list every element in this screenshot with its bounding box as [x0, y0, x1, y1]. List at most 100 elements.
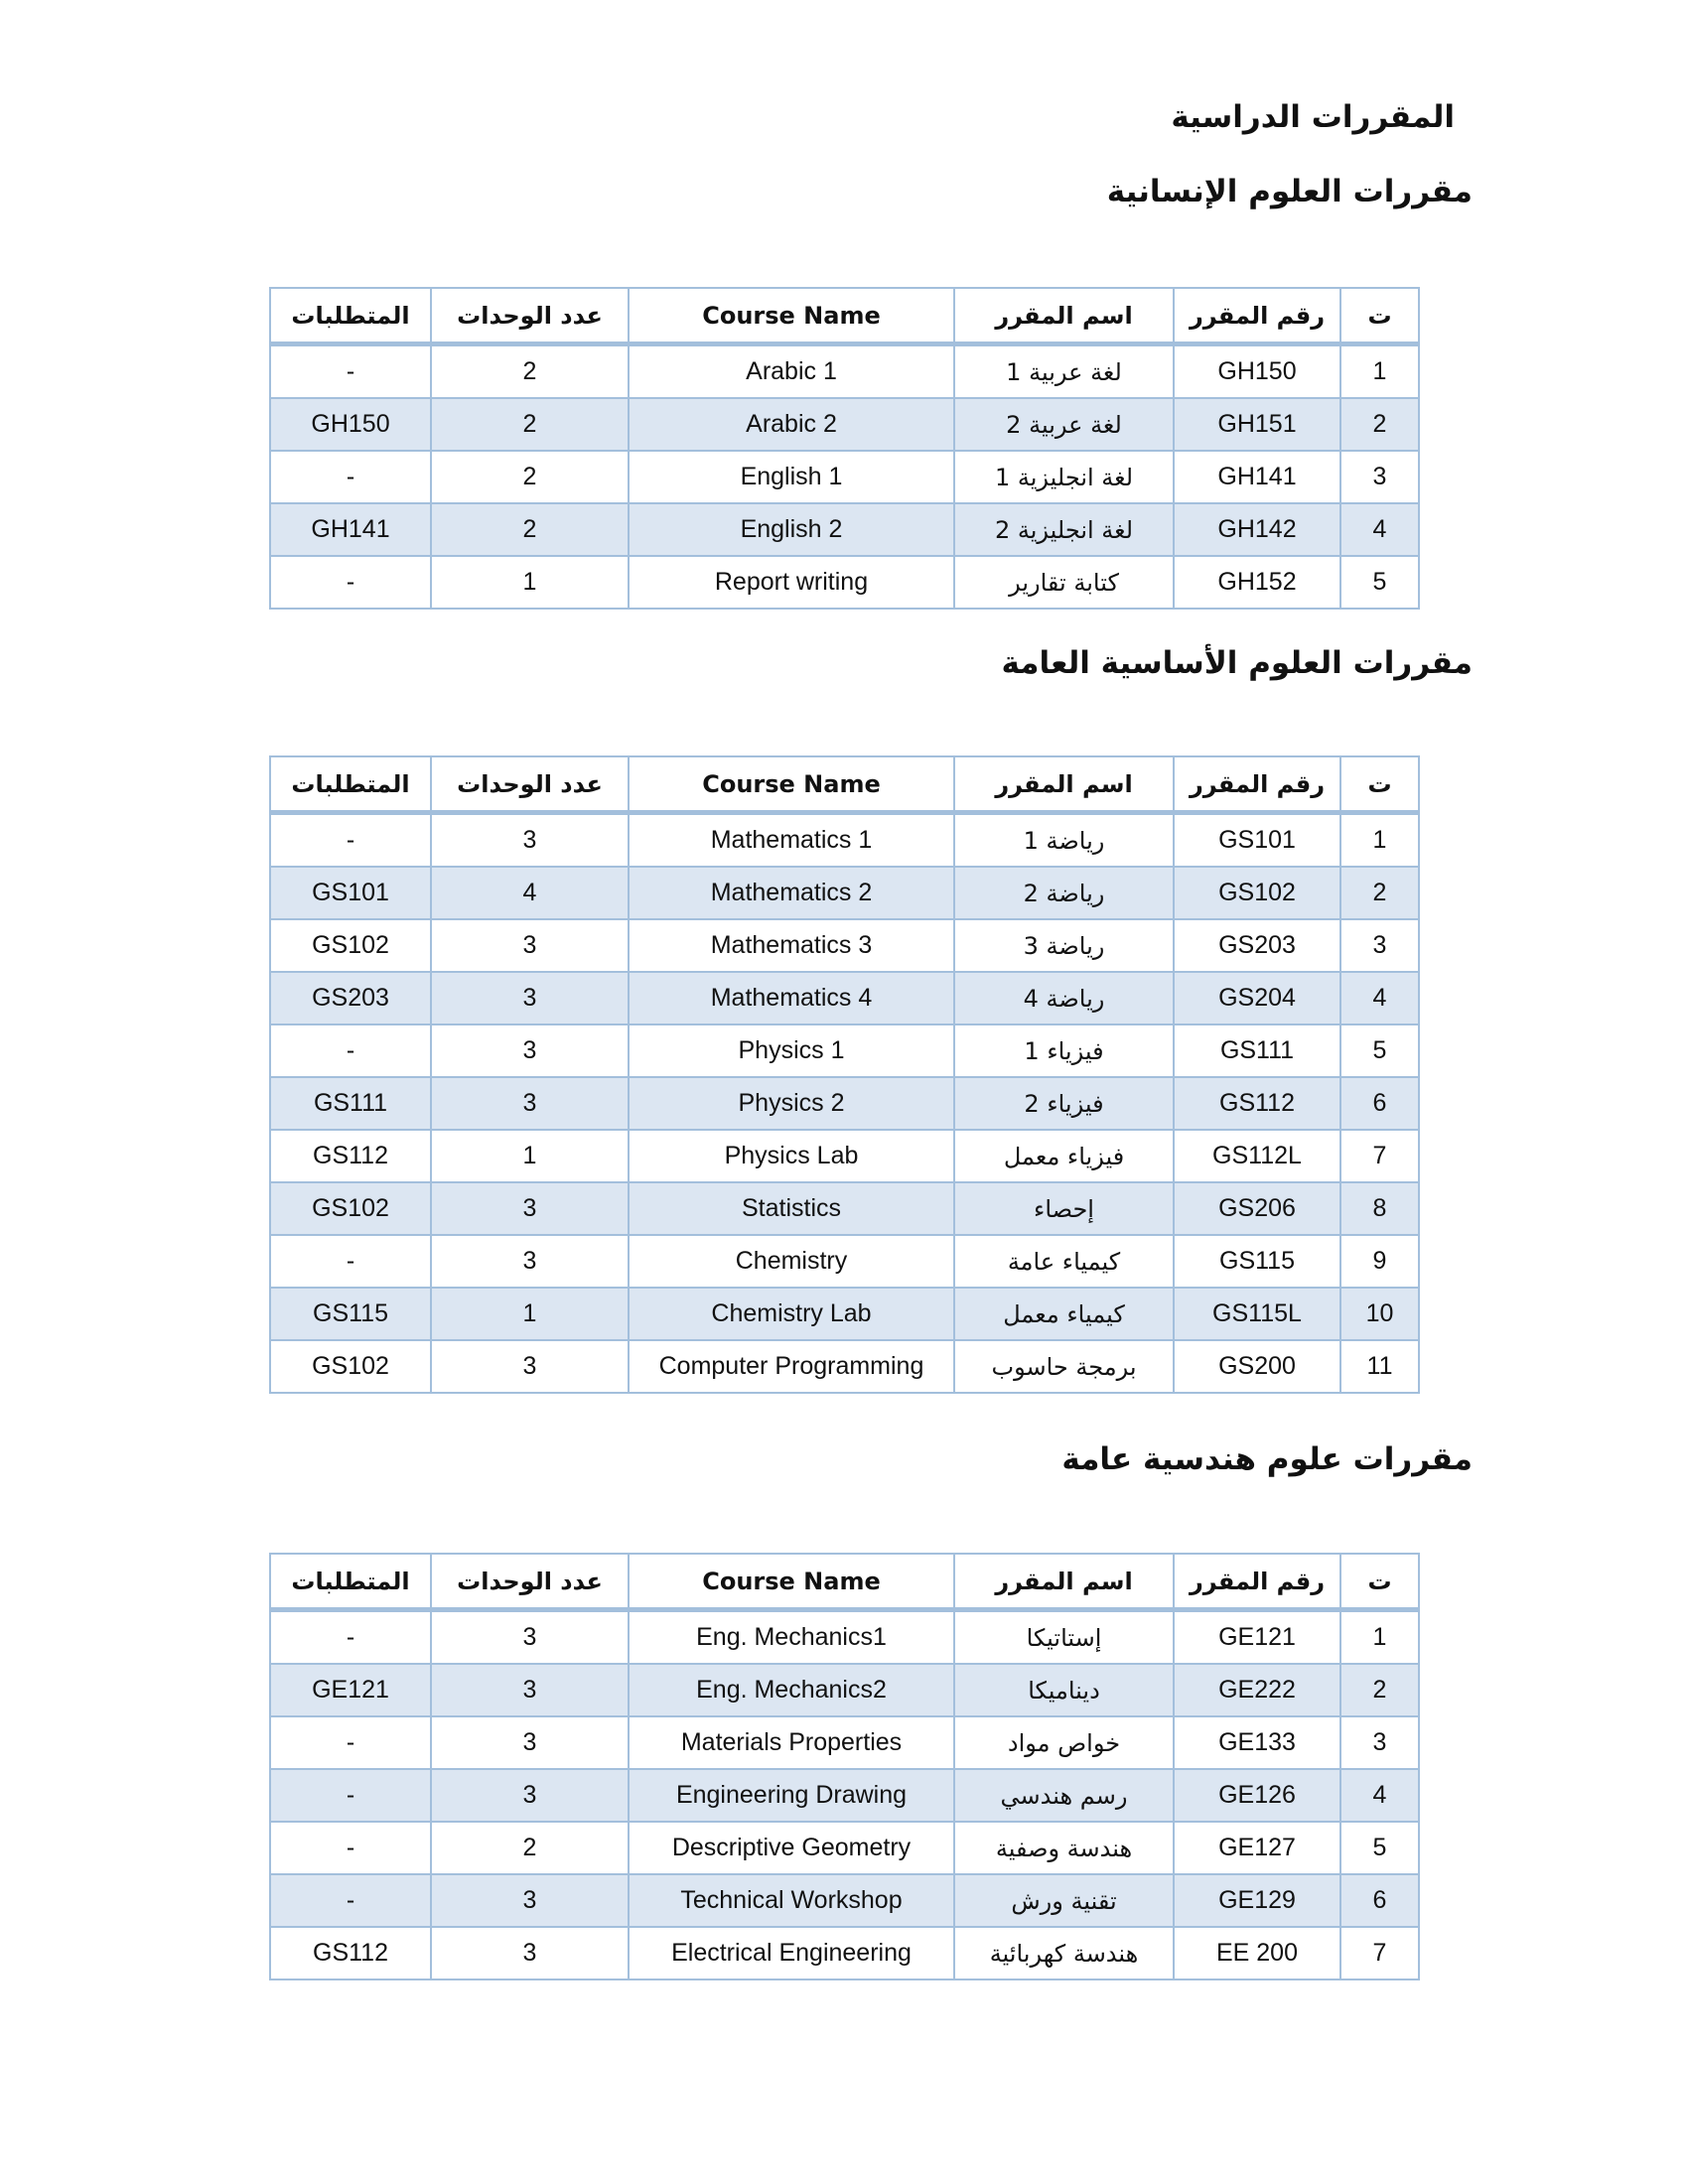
column-header: اسم المقرر — [953, 755, 1175, 815]
cell-no: 2 — [1339, 1663, 1420, 1717]
table-row: 10 GS115L كيمياء معمل Chemistry Lab 1 GS115 — [269, 1287, 1420, 1341]
table-row: 2 GS102 رياضة 2 Mathematics 2 4 GS101 — [269, 866, 1420, 920]
cell-no: 3 — [1339, 918, 1420, 973]
cell-ar: إستاتيكا — [953, 1608, 1175, 1665]
cell-code: GS102 — [1173, 866, 1341, 920]
cell-en: English 1 — [628, 450, 955, 504]
cell-no: 7 — [1339, 1926, 1420, 1980]
cell-units: 3 — [430, 1024, 630, 1078]
cell-no: 6 — [1339, 1076, 1420, 1131]
cell-code: GH151 — [1173, 397, 1341, 452]
cell-units: 3 — [430, 1339, 630, 1394]
cell-no: 4 — [1339, 971, 1420, 1025]
cell-ar: ديناميكا — [953, 1663, 1175, 1717]
column-header: Course Name — [628, 1553, 955, 1612]
cell-ar: لغة عربية 2 — [953, 397, 1175, 452]
cell-prereq: GS101 — [269, 866, 432, 920]
courses-table: ت رقم المقرر اسم المقرر Course Name عدد الوح… — [269, 755, 1420, 1394]
table-row: 2 GH151 لغة عربية 2 Arabic 2 2 GH150 — [269, 397, 1420, 452]
cell-ar: كيمياء معمل — [953, 1287, 1175, 1341]
cell-units: 3 — [430, 1926, 630, 1980]
cell-en: Eng. Mechanics2 — [628, 1663, 955, 1717]
cell-ar: رياضة 3 — [953, 918, 1175, 973]
cell-prereq: - — [269, 811, 432, 868]
cell-no: 11 — [1339, 1339, 1420, 1394]
column-header: عدد الوحدات — [430, 287, 630, 346]
cell-prereq: - — [269, 450, 432, 504]
cell-code: GE222 — [1173, 1663, 1341, 1717]
table-row: 11 GS200 برمجة حاسوب Computer Programming 3 G… — [269, 1339, 1420, 1394]
cell-ar: خواص مواد — [953, 1715, 1175, 1770]
cell-ar: رسم هندسي — [953, 1768, 1175, 1823]
cell-en: Physics Lab — [628, 1129, 955, 1183]
cell-code: GS200 — [1173, 1339, 1341, 1394]
cell-en: Materials Properties — [628, 1715, 955, 1770]
table-row: 7 GS112L فيزياء معمل Physics Lab 1 GS112 — [269, 1129, 1420, 1183]
section-title: مقررات العلوم الأساسية العامة — [1001, 645, 1473, 681]
column-header: ت — [1339, 287, 1420, 346]
cell-units: 3 — [430, 918, 630, 973]
column-header: رقم المقرر — [1173, 755, 1341, 815]
table-row: 1 GE121 إستاتيكا Eng. Mechanics1 3- — [269, 1608, 1420, 1665]
cell-units: 3 — [430, 1608, 630, 1665]
table-row: 5 GE127 هندسة وصفية Descriptive Geometry 2- — [269, 1821, 1420, 1875]
cell-no: 10 — [1339, 1287, 1420, 1341]
cell-code: GS206 — [1173, 1181, 1341, 1236]
cell-code: GS112L — [1173, 1129, 1341, 1183]
cell-ar: هندسة وصفية — [953, 1821, 1175, 1875]
cell-code: GE121 — [1173, 1608, 1341, 1665]
cell-en: Statistics — [628, 1181, 955, 1236]
courses-table: ت رقم المقرر اسم المقرر Course Name عدد الوح… — [269, 287, 1420, 610]
cell-ar: لغة انجليزية 1 — [953, 450, 1175, 504]
cell-code: GS203 — [1173, 918, 1341, 973]
cell-units: 3 — [430, 1663, 630, 1717]
cell-prereq: - — [269, 1873, 432, 1928]
cell-en: Arabic 2 — [628, 397, 955, 452]
cell-code: GE127 — [1173, 1821, 1341, 1875]
cell-en: Mathematics 2 — [628, 866, 955, 920]
cell-code: GS204 — [1173, 971, 1341, 1025]
column-header: رقم المقرر — [1173, 1553, 1341, 1612]
cell-units: 2 — [430, 397, 630, 452]
column-header: Course Name — [628, 287, 955, 346]
cell-prereq: GS102 — [269, 1339, 432, 1394]
cell-ar: هندسة كهربائية — [953, 1926, 1175, 1980]
cell-units: 3 — [430, 1873, 630, 1928]
cell-en: English 2 — [628, 502, 955, 557]
cell-no: 3 — [1339, 1715, 1420, 1770]
cell-no: 5 — [1339, 1024, 1420, 1078]
cell-en: Electrical Engineering — [628, 1926, 955, 1980]
cell-en: Descriptive Geometry — [628, 1821, 955, 1875]
cell-ar: رياضة 2 — [953, 866, 1175, 920]
cell-ar: كتابة تقارير — [953, 555, 1175, 610]
cell-units: 3 — [430, 1181, 630, 1236]
table-row: 7 EE 200 هندسة كهربائية Electrical Engineer… — [269, 1926, 1420, 1980]
cell-no: 1 — [1339, 1608, 1420, 1665]
cell-en: Physics 2 — [628, 1076, 955, 1131]
cell-ar: رياضة 1 — [953, 811, 1175, 868]
cell-code: GS115 — [1173, 1234, 1341, 1289]
cell-no: 5 — [1339, 555, 1420, 610]
cell-no: 8 — [1339, 1181, 1420, 1236]
cell-prereq: - — [269, 342, 432, 399]
cell-en: Report writing — [628, 555, 955, 610]
cell-en: Chemistry — [628, 1234, 955, 1289]
cell-prereq: GH150 — [269, 397, 432, 452]
cell-no: 5 — [1339, 1821, 1420, 1875]
cell-no: 2 — [1339, 866, 1420, 920]
cell-no: 4 — [1339, 1768, 1420, 1823]
courses-table: ت رقم المقرر اسم المقرر Course Name عدد الوح… — [269, 1553, 1420, 1980]
cell-no: 1 — [1339, 811, 1420, 868]
cell-units: 1 — [430, 555, 630, 610]
cell-en: Arabic 1 — [628, 342, 955, 399]
column-header: Course Name — [628, 755, 955, 815]
cell-units: 3 — [430, 1768, 630, 1823]
cell-prereq: - — [269, 1024, 432, 1078]
cell-code: GH142 — [1173, 502, 1341, 557]
cell-prereq: GS112 — [269, 1926, 432, 1980]
cell-prereq: GS112 — [269, 1129, 432, 1183]
cell-prereq: - — [269, 555, 432, 610]
cell-en: Technical Workshop — [628, 1873, 955, 1928]
cell-units: 2 — [430, 1821, 630, 1875]
